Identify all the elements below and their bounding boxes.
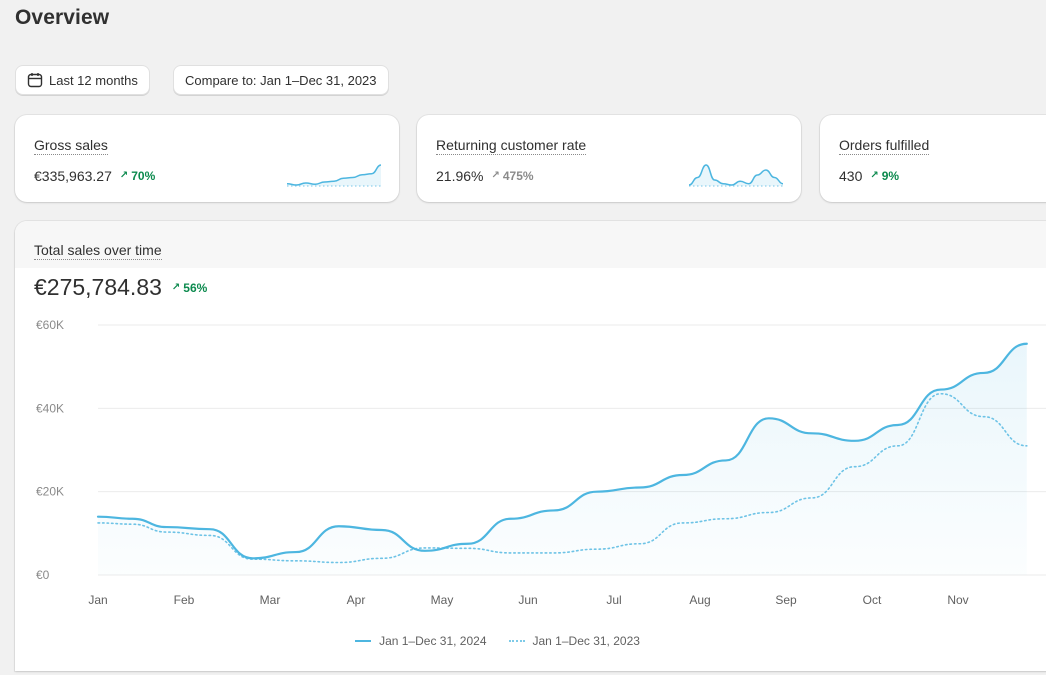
- chart-title[interactable]: Total sales over time: [34, 242, 162, 260]
- metric-delta-value: 70%: [131, 169, 156, 183]
- calendar-icon: [27, 73, 43, 88]
- metric-card-orders-fulfilled[interactable]: Orders fulfilled 430 ↗ 9%: [820, 115, 1046, 202]
- y-tick-label: €20K: [36, 485, 64, 499]
- chart-legend: Jan 1–Dec 31, 2024 Jan 1–Dec 31, 2023: [15, 634, 1046, 648]
- x-tick-label: Jul: [606, 593, 621, 607]
- sparkline-line: [689, 164, 783, 186]
- metric-label: Orders fulfilled: [839, 137, 930, 155]
- metric-value: €335,963.27: [34, 168, 112, 184]
- y-tick-label: €0: [36, 568, 50, 582]
- metric-value: 430: [839, 168, 863, 184]
- metric-delta-value: 475%: [502, 169, 534, 183]
- metric-card-returning-customer-rate[interactable]: Returning customer rate 21.96% ↗ 475%: [417, 115, 801, 202]
- metric-label: Returning customer rate: [436, 137, 587, 155]
- page-title: Overview: [15, 6, 110, 29]
- y-tick-label: €40K: [36, 401, 64, 415]
- arrow-up-right-icon: ↗: [491, 170, 500, 181]
- legend-item-current[interactable]: Jan 1–Dec 31, 2024: [355, 634, 487, 648]
- legend-swatch-dotted: [508, 640, 525, 642]
- metric-delta: ↗ 475%: [491, 168, 533, 184]
- arrow-up-right-icon: ↗: [119, 170, 129, 181]
- total-delta-value: 56%: [183, 280, 208, 295]
- metric-delta: ↗ 9%: [870, 168, 899, 184]
- x-tick-label: Mar: [260, 593, 281, 607]
- x-tick-label: Oct: [863, 593, 882, 607]
- metric-delta: ↗ 70%: [120, 168, 155, 184]
- sparkline: [287, 164, 381, 187]
- x-tick-label: Nov: [947, 593, 968, 607]
- x-tick-label: Sep: [775, 593, 797, 607]
- series-line-2023[interactable]: [97, 392, 1028, 564]
- sparkline-fill: [689, 165, 783, 186]
- date-range-label: Last 12 months: [49, 72, 138, 88]
- x-tick-label: May: [431, 593, 454, 607]
- arrow-up-right-icon: ↗: [870, 170, 879, 181]
- legend-item-previous[interactable]: Jan 1–Dec 31, 2023: [508, 634, 640, 648]
- sparkline-fill: [287, 165, 381, 186]
- x-tick-label: Jun: [518, 593, 537, 607]
- metric-value: 21.96%: [436, 168, 484, 184]
- y-tick-label: €60K: [36, 318, 64, 332]
- total-row: €275,784.83 ↗ 56%: [34, 274, 207, 301]
- sales-line-chart[interactable]: €0 €20K €40K €60K Jan Feb Mar Apr May Jun Jul Aug Se…: [15, 221, 1046, 671]
- metric-value-row: €335,963.27 ↗ 70%: [34, 168, 155, 184]
- x-tick-label: Aug: [689, 593, 710, 607]
- total-delta: ↗ 56%: [172, 281, 207, 295]
- metric-value-row: 430 ↗ 9%: [839, 168, 899, 184]
- legend-swatch-solid: [355, 640, 372, 642]
- series-line-2024[interactable]: [96, 342, 1028, 560]
- series-area-fill: [98, 343, 1027, 575]
- metric-label: Gross sales: [34, 137, 108, 155]
- sparkline-line: [287, 164, 381, 186]
- card-header-bg: [15, 221, 1046, 268]
- metric-delta-value: 9%: [881, 169, 900, 183]
- x-tick-label: Apr: [347, 593, 366, 607]
- x-tick-label: Feb: [174, 593, 195, 607]
- legend-label: Jan 1–Dec 31, 2024: [379, 634, 487, 648]
- total-sales-card: Total sales over time €275,784.83 ↗ 56% …: [15, 221, 1046, 671]
- legend-label: Jan 1–Dec 31, 2023: [532, 634, 640, 648]
- x-tick-label: Jan: [88, 593, 107, 607]
- date-range-button[interactable]: Last 12 months: [15, 65, 150, 95]
- compare-button[interactable]: Compare to: Jan 1–Dec 31, 2023: [173, 65, 389, 95]
- compare-label: Compare to: Jan 1–Dec 31, 2023: [185, 72, 377, 88]
- sparkline: [689, 164, 783, 187]
- metric-card-gross-sales[interactable]: Gross sales €335,963.27 ↗ 70%: [15, 115, 399, 202]
- arrow-up-right-icon: ↗: [171, 282, 181, 293]
- metric-value-row: 21.96% ↗ 475%: [436, 168, 534, 184]
- total-value: €275,784.83: [34, 274, 162, 300]
